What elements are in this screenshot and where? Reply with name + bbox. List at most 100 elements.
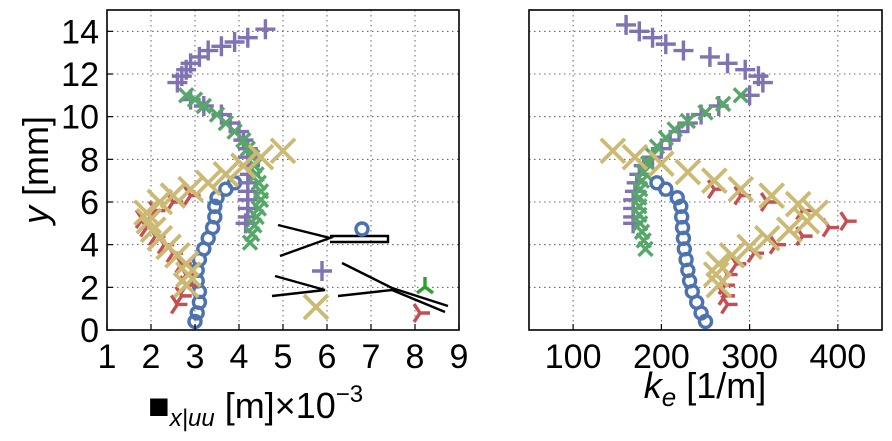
r-xlabel-subscript: e (662, 382, 676, 412)
plus-marker (655, 34, 676, 55)
series-X (599, 137, 830, 299)
y-tick-label: 0 (80, 312, 99, 350)
xlabel-exponent: −3 (336, 381, 363, 408)
left-y-axis-label: y [mm] (15, 116, 56, 227)
y-tick-label: 6 (80, 184, 99, 222)
right-x-axis-label: ke [1/m] (644, 365, 767, 412)
x-marker (235, 131, 252, 149)
xlabel-symbol: ■ (148, 385, 170, 426)
series-tri (134, 185, 201, 315)
big-x-marker (172, 271, 200, 299)
plus-marker (717, 53, 738, 74)
x-marker (241, 234, 259, 251)
right-plot-frame (528, 9, 883, 331)
y-tick-label: 2 (80, 269, 99, 307)
plus-marker (629, 21, 650, 42)
r-xlabel-unit: [1/m] (676, 365, 766, 406)
big-x-marker (175, 261, 202, 288)
big-x-marker (247, 143, 275, 171)
x-marker (714, 95, 732, 113)
x-tick-label: 1 (98, 338, 117, 376)
left-x-axis-label: ■x|uu [m]×10−3 (148, 381, 363, 432)
big-x-marker (269, 137, 297, 165)
tri-marker (839, 211, 857, 232)
ylabel-var: y (15, 204, 56, 227)
plus-marker (752, 72, 773, 93)
inset-line (341, 261, 449, 308)
big-x-marker (718, 241, 746, 269)
big-x-marker (705, 250, 733, 278)
series-X (133, 137, 297, 299)
x-tick-label: 7 (362, 338, 381, 376)
tri-marker (412, 303, 430, 323)
circle-marker (649, 175, 665, 191)
series-x (177, 87, 270, 251)
plus-marker (224, 32, 245, 52)
big-x-marker (802, 199, 830, 227)
plus-marker (673, 40, 694, 61)
y-tick-label: 12 (61, 56, 99, 94)
plus-marker (616, 14, 637, 35)
plus-marker (198, 40, 219, 61)
x-marker (239, 140, 257, 157)
plus-marker (237, 27, 258, 48)
x-tick-label: 5 (274, 338, 293, 376)
x-marker (648, 138, 666, 155)
big-x-marker (212, 160, 240, 188)
y-tick-label: 8 (80, 141, 99, 179)
big-x-marker (700, 167, 728, 195)
x-marker (177, 87, 195, 104)
big-x-marker (177, 175, 204, 203)
big-x-marker (135, 207, 163, 235)
x-marker (697, 104, 714, 121)
circle-marker (669, 190, 685, 206)
inset-line (271, 274, 326, 298)
left-series (133, 19, 297, 330)
x-tick-label: 6 (318, 338, 337, 376)
big-x-marker (727, 175, 755, 203)
left-grid (106, 10, 460, 331)
x-tick-label: 3 (186, 338, 205, 376)
y-tick-label: 14 (61, 13, 99, 51)
r-xlabel-var: k (644, 365, 664, 406)
xlabel-subscript: x|uu (169, 405, 215, 432)
big-x-marker (758, 182, 786, 209)
series-o (649, 175, 714, 330)
big-x-marker (775, 216, 803, 244)
x-tick-label: 8 (406, 338, 425, 376)
x-tick-label: 100 (545, 338, 602, 376)
tri-marker (169, 294, 188, 315)
right-x-ticks: 100 200 300 400 (545, 324, 866, 376)
x-tick-label: 9 (450, 338, 469, 376)
big-x-marker (230, 152, 257, 180)
big-x-marker (599, 137, 627, 165)
x-tick-label: 2 (142, 338, 161, 376)
big-x-marker (736, 233, 763, 261)
right-series (599, 14, 857, 330)
x-tick-label: 4 (230, 338, 249, 376)
inset-diagram (271, 221, 449, 323)
plus-marker (735, 59, 756, 80)
big-x-marker (784, 190, 812, 218)
big-x-marker (648, 150, 675, 177)
xlabel-unit: [m]×10 (215, 385, 336, 426)
series-x (631, 87, 750, 258)
big-x-marker (302, 293, 330, 321)
inset-line (330, 234, 390, 244)
big-x-marker (753, 224, 781, 252)
left-y-ticks: 0 2 4 6 8 10 12 14 (61, 13, 113, 350)
x-marker (679, 112, 697, 130)
x-marker (732, 87, 750, 104)
big-x-marker (159, 182, 187, 209)
big-x-marker (172, 250, 200, 278)
big-x-marker (621, 143, 649, 171)
x-marker (195, 97, 213, 115)
plus-marker (211, 36, 232, 57)
y-tick-label: 10 (61, 99, 99, 137)
x-marker (637, 240, 654, 258)
big-x-marker (674, 158, 702, 186)
plus-marker (699, 46, 720, 67)
ylabel-unit: [mm] (15, 116, 56, 206)
